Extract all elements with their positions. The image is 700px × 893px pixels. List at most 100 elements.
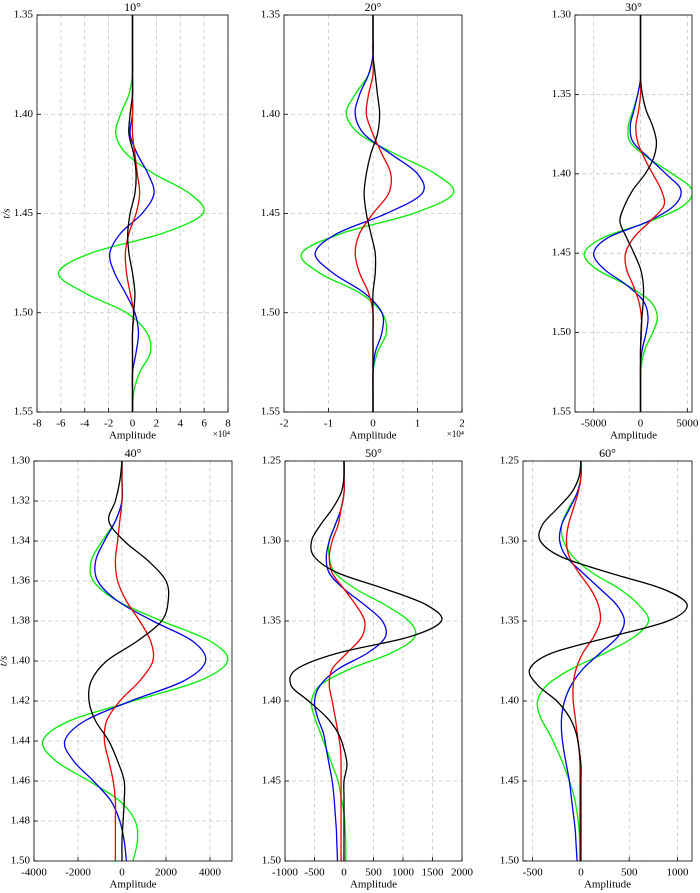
x-tick-label: 4 bbox=[178, 418, 184, 430]
y-tick-label: 1.40 bbox=[552, 167, 572, 179]
y-tick-label: 1.55 bbox=[261, 406, 281, 418]
x-tick-label: -4000 bbox=[21, 867, 47, 879]
plot-frame bbox=[574, 14, 693, 413]
wavelet-curve bbox=[127, 15, 137, 412]
y-tick-label: 1.45 bbox=[262, 775, 282, 787]
x-tick-label: -500 bbox=[523, 867, 544, 879]
y-tick-label: 1.35 bbox=[500, 615, 520, 627]
x-multiplier: ×10⁴ bbox=[213, 429, 230, 439]
y-tick-label: 1.45 bbox=[500, 775, 520, 787]
y-tick-label: 1.46 bbox=[11, 775, 31, 787]
panel-title: 30° bbox=[625, 0, 642, 14]
x-tick-label: -4 bbox=[80, 418, 90, 430]
plot-frame bbox=[33, 460, 233, 862]
x-tick-label: -6 bbox=[56, 418, 66, 430]
y-tick-label: 1.34 bbox=[11, 535, 31, 547]
y-tick-label: 1.55 bbox=[14, 406, 34, 418]
wavelet-curve bbox=[314, 15, 425, 412]
x-tick-label: -2000 bbox=[65, 867, 91, 879]
y-tick-label: 1.50 bbox=[261, 306, 281, 318]
x-axis-label: Amplitude bbox=[610, 430, 657, 442]
y-tick-label: 1.42 bbox=[11, 695, 30, 707]
x-multiplier: ×10⁴ bbox=[447, 429, 464, 439]
x-axis-label: Amplitude bbox=[109, 430, 156, 442]
x-tick-label: -500 bbox=[304, 867, 325, 879]
wavelet-curve bbox=[289, 461, 443, 861]
x-tick-label: 1000 bbox=[392, 867, 415, 879]
x-axis-label: Amplitude bbox=[349, 430, 396, 442]
y-tick-label: 1.40 bbox=[261, 108, 281, 120]
wavelet-curve bbox=[619, 15, 658, 412]
x-axis-label: Amplitude bbox=[584, 879, 631, 891]
plot-frame bbox=[36, 14, 229, 413]
y-tick-label: 1.30 bbox=[11, 455, 31, 467]
plot-frame bbox=[283, 14, 463, 413]
x-tick-label: 0 bbox=[370, 418, 376, 430]
x-tick-label: 1500 bbox=[422, 867, 445, 879]
y-tick-label: 1.50 bbox=[500, 855, 520, 867]
y-tick-label: 1.35 bbox=[262, 615, 282, 627]
plot-frame bbox=[284, 460, 463, 862]
y-tick-label: 1.40 bbox=[500, 695, 520, 707]
y-tick-label: 1.25 bbox=[262, 455, 282, 467]
x-tick-label: 500 bbox=[621, 867, 638, 879]
x-tick-label: -1000 bbox=[272, 867, 298, 879]
x-tick-label: 2 bbox=[459, 418, 465, 430]
plot-frame bbox=[522, 460, 693, 862]
y-tick-label: 1.45 bbox=[261, 207, 281, 219]
y-tick-label: 1.38 bbox=[11, 615, 31, 627]
y-tick-label: 1.30 bbox=[500, 535, 520, 547]
y-axis-label: t/s bbox=[1, 208, 13, 218]
y-tick-label: 1.50 bbox=[14, 306, 34, 318]
panel-title: 60° bbox=[599, 446, 616, 460]
x-tick-label: -2 bbox=[279, 418, 288, 430]
x-tick-label: 4000 bbox=[199, 867, 222, 879]
wavelet-curve bbox=[103, 461, 155, 861]
y-tick-label: 1.50 bbox=[552, 326, 572, 338]
y-tick-label: 1.30 bbox=[552, 9, 572, 21]
wavelet-curve bbox=[57, 15, 205, 412]
y-tick-label: 1.35 bbox=[261, 9, 281, 21]
x-tick-label: 2000 bbox=[155, 867, 178, 879]
y-tick-label: 1.30 bbox=[262, 535, 282, 547]
x-tick-label: 6 bbox=[201, 418, 207, 430]
y-tick-label: 1.45 bbox=[552, 247, 572, 259]
x-tick-label: 0 bbox=[119, 867, 125, 879]
y-tick-label: 1.36 bbox=[11, 575, 31, 587]
y-tick-label: 1.40 bbox=[11, 655, 31, 667]
panel-title: 20° bbox=[365, 0, 382, 14]
panel-title: 10° bbox=[124, 0, 141, 14]
y-tick-label: 1.45 bbox=[14, 207, 34, 219]
y-tick-label: 1.35 bbox=[552, 88, 572, 100]
x-tick-label: 5000 bbox=[676, 418, 699, 430]
wavelet-curve bbox=[313, 461, 388, 861]
panel: -1000 -500 0 500 1000 1500 2000 1.25 1.30 1.35 1.4… bbox=[262, 446, 474, 891]
y-tick-label: 1.32 bbox=[11, 495, 30, 507]
panel: -500 0 500 1000 1.25 1.30 1.35 1.40 1.45 1.50 60° A… bbox=[500, 446, 693, 891]
wavelet-curve bbox=[565, 461, 602, 861]
plot-background bbox=[575, 15, 692, 412]
wavelet-curve bbox=[558, 461, 626, 861]
x-tick-label: 8 bbox=[225, 418, 231, 430]
x-tick-label: 1 bbox=[415, 418, 421, 430]
wavelet-curve bbox=[300, 15, 455, 412]
y-tick-label: 1.44 bbox=[11, 735, 31, 747]
y-axis-label: t/s bbox=[0, 656, 10, 666]
x-tick-label: -2 bbox=[104, 418, 113, 430]
panel: -5000 0 5000 1.30 1.35 1.40 1.45 1.50 1.55 30° Amp… bbox=[552, 0, 699, 442]
x-tick-label: 0 bbox=[130, 418, 136, 430]
x-tick-label: -8 bbox=[32, 418, 42, 430]
x-tick-label: 0 bbox=[341, 867, 347, 879]
panel: -4000 -2000 0 2000 4000 1.30 1.32 1.34 1.36 1.38 1… bbox=[0, 446, 233, 891]
wavelet-curve bbox=[528, 461, 688, 861]
y-tick-label: 1.25 bbox=[500, 455, 520, 467]
wavelet-curve bbox=[328, 461, 366, 861]
wavelet-curve bbox=[363, 15, 381, 412]
wavelet-curve bbox=[63, 461, 207, 861]
y-tick-label: 1.50 bbox=[262, 855, 282, 867]
y-tick-label: 1.50 bbox=[11, 855, 31, 867]
x-tick-label: -1 bbox=[324, 418, 333, 430]
x-tick-label: 2 bbox=[154, 418, 160, 430]
x-tick-label: 500 bbox=[365, 867, 382, 879]
x-tick-label: -5000 bbox=[581, 418, 607, 430]
